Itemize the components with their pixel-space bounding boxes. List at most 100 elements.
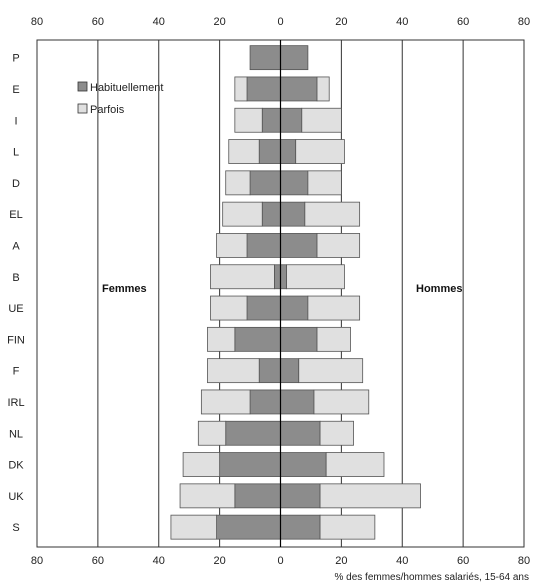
bar-women-parfois-F (207, 358, 260, 384)
top-tick-labels: 80 60 40 20 0 20 40 60 80 (31, 16, 530, 28)
bar-men-habituellement-D (280, 170, 309, 196)
tick-top-2: 40 (153, 16, 165, 28)
bar-men-parfois-L (295, 139, 345, 164)
bar-women-parfois-NL (197, 420, 227, 446)
bar-men-habituellement-UE (280, 295, 309, 321)
bar-men-habituellement-E (280, 76, 318, 102)
bar-women-habituellement-UK (234, 483, 281, 509)
bar-women-parfois-FIN (207, 326, 236, 352)
bar-women-habituellement-FIN (234, 326, 281, 352)
bar-women-parfois-UK (179, 483, 236, 509)
bar-women-habituellement-F (258, 358, 281, 384)
category-label-B: B (12, 272, 19, 284)
category-label-A: A (12, 240, 20, 252)
x-axis-label: % des femmes/hommes salariés, 15-64 ans (334, 572, 529, 583)
bar-women-habituellement-A (246, 233, 281, 258)
tick-top-5: 20 (335, 16, 347, 28)
bar-men-parfois-EL (304, 201, 361, 227)
tick-bottom-0: 80 (31, 555, 43, 567)
bar-women-habituellement-DK (219, 452, 281, 477)
category-label-F: F (13, 366, 20, 378)
tick-bottom-5: 20 (335, 555, 347, 567)
bar-women-parfois-UE (210, 295, 248, 321)
bar-men-habituellement-DK (280, 452, 327, 477)
tick-bottom-8: 80 (518, 555, 530, 567)
bar-women-habituellement-P (249, 45, 281, 71)
tick-bottom-6: 40 (396, 555, 408, 567)
bar-men-habituellement-I (280, 107, 303, 133)
category-label-DK: DK (8, 460, 24, 472)
bar-women-parfois-DK (182, 452, 221, 477)
bar-men-parfois-NL (319, 420, 354, 446)
tick-top-7: 60 (457, 16, 469, 28)
bar-men-habituellement-B (280, 264, 287, 290)
tick-bottom-4: 0 (277, 555, 283, 567)
bar-men-habituellement-IRL (280, 389, 315, 415)
men-side-label: Hommes (416, 283, 462, 295)
bar-women-habituellement-B (274, 264, 281, 290)
category-label-UK: UK (8, 491, 24, 503)
bar-women-parfois-I (234, 107, 263, 133)
legend-label-habituellement: Habituellement (90, 82, 163, 94)
bar-men-parfois-D (307, 170, 342, 196)
category-label-D: D (12, 178, 20, 190)
tick-bottom-7: 60 (457, 555, 469, 567)
bar-men-habituellement-FIN (280, 326, 318, 352)
tick-top-8: 80 (518, 16, 530, 28)
category-label-FIN: FIN (7, 334, 25, 346)
bar-men-parfois-UK (319, 483, 421, 509)
tick-bottom-1: 60 (92, 555, 104, 567)
bar-women-parfois-A (216, 233, 248, 258)
category-label-I: I (14, 115, 17, 127)
legend-swatch-habituellement (77, 81, 88, 92)
tick-top-4: 0 (277, 16, 283, 28)
category-label-EL: EL (9, 209, 22, 221)
bottom-tick-labels: 80 60 40 20 0 20 40 60 80 (31, 555, 530, 567)
category-label-IRL: IRL (7, 397, 24, 409)
bar-women-habituellement-D (249, 170, 281, 196)
bar-women-parfois-B (210, 264, 275, 290)
tick-top-1: 60 (92, 16, 104, 28)
women-side-label: Femmes (102, 283, 147, 295)
bar-women-habituellement-UE (246, 295, 281, 321)
bar-men-habituellement-A (280, 233, 318, 258)
category-label-NL: NL (9, 428, 23, 440)
bar-women-parfois-L (228, 139, 260, 164)
bar-women-parfois-S (170, 514, 217, 540)
bar-men-parfois-IRL (313, 389, 370, 415)
legend-swatch-parfois (77, 103, 88, 114)
bar-men-parfois-B (286, 264, 345, 290)
bar-men-habituellement-S (280, 514, 321, 540)
bar-women-habituellement-EL (261, 201, 281, 227)
bar-women-parfois-IRL (200, 389, 251, 415)
bar-men-parfois-I (301, 107, 342, 133)
bar-women-habituellement-S (216, 514, 281, 540)
tick-top-0: 80 (31, 16, 43, 28)
bar-men-habituellement-NL (280, 420, 321, 446)
bar-men-parfois-S (319, 514, 376, 540)
bar-men-habituellement-L (280, 139, 297, 164)
bar-men-parfois-E (316, 76, 330, 102)
tick-top-6: 40 (396, 16, 408, 28)
tick-top-3: 20 (214, 16, 226, 28)
category-label-E: E (12, 84, 19, 96)
category-label-P: P (12, 53, 19, 65)
bar-women-habituellement-I (261, 107, 281, 133)
bar-men-habituellement-F (280, 358, 300, 384)
bar-women-parfois-D (225, 170, 251, 196)
gridlines (97, 40, 464, 547)
bar-women-parfois-EL (222, 201, 263, 227)
bar-men-parfois-F (298, 358, 364, 384)
bar-women-parfois-E (234, 76, 248, 102)
bar-men-parfois-A (316, 233, 361, 258)
bar-men-habituellement-P (280, 45, 309, 71)
bar-men-parfois-UE (307, 295, 361, 321)
category-label-L: L (13, 147, 19, 159)
bar-men-parfois-FIN (316, 326, 351, 352)
category-labels: P E I L D EL A B UE FIN F IRL NL DK UK S (7, 53, 25, 535)
bar-women-habituellement-L (258, 139, 281, 164)
bar-women-habituellement-E (246, 76, 281, 102)
legend: Habituellement Parfois (77, 81, 163, 116)
